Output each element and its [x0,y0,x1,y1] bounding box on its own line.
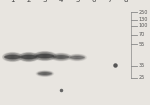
Ellipse shape [5,55,20,59]
Text: 100: 100 [138,23,148,28]
Ellipse shape [5,54,20,60]
Ellipse shape [73,56,82,59]
Text: 5: 5 [75,0,79,3]
Text: 2: 2 [27,0,31,3]
Ellipse shape [41,54,49,58]
Ellipse shape [20,53,37,61]
Ellipse shape [72,56,83,59]
Ellipse shape [44,73,46,74]
Text: 8: 8 [123,0,128,3]
Ellipse shape [24,55,33,59]
Ellipse shape [41,72,49,75]
Ellipse shape [37,71,52,76]
Ellipse shape [69,55,85,60]
Ellipse shape [55,55,67,59]
Ellipse shape [3,53,23,61]
Ellipse shape [8,55,17,59]
Ellipse shape [56,55,66,59]
Ellipse shape [36,53,53,59]
Ellipse shape [57,56,65,58]
Ellipse shape [74,56,81,59]
Text: 1: 1 [10,0,15,3]
Ellipse shape [9,55,16,59]
Ellipse shape [75,57,79,58]
Ellipse shape [53,56,69,58]
Text: 130: 130 [138,17,148,22]
Ellipse shape [76,57,78,58]
Text: 55: 55 [138,42,144,47]
Ellipse shape [52,54,70,60]
Ellipse shape [26,56,31,58]
Text: 6: 6 [91,0,96,3]
Ellipse shape [36,71,53,76]
Ellipse shape [42,55,47,57]
Ellipse shape [25,55,32,59]
Text: 35: 35 [138,63,144,68]
Ellipse shape [34,52,56,60]
Ellipse shape [19,53,39,61]
Ellipse shape [39,54,50,58]
Ellipse shape [21,54,36,60]
Ellipse shape [21,55,36,59]
Ellipse shape [38,53,52,59]
Ellipse shape [4,53,21,61]
Ellipse shape [70,56,84,59]
Ellipse shape [42,73,48,75]
Ellipse shape [23,54,35,60]
Ellipse shape [35,52,55,60]
Text: 3: 3 [43,0,47,3]
Ellipse shape [10,56,15,58]
Ellipse shape [68,54,86,61]
Ellipse shape [51,53,71,61]
Text: 25: 25 [138,75,144,80]
Ellipse shape [39,72,51,76]
Text: 250: 250 [138,10,148,15]
Ellipse shape [6,54,19,60]
Text: 7: 7 [107,0,112,3]
Ellipse shape [40,72,50,75]
Text: 4: 4 [59,0,63,3]
Ellipse shape [59,56,63,58]
Ellipse shape [43,73,47,74]
Ellipse shape [70,55,84,60]
Ellipse shape [54,54,68,60]
Ellipse shape [36,54,54,58]
Ellipse shape [38,73,52,75]
Text: 70: 70 [138,32,144,37]
